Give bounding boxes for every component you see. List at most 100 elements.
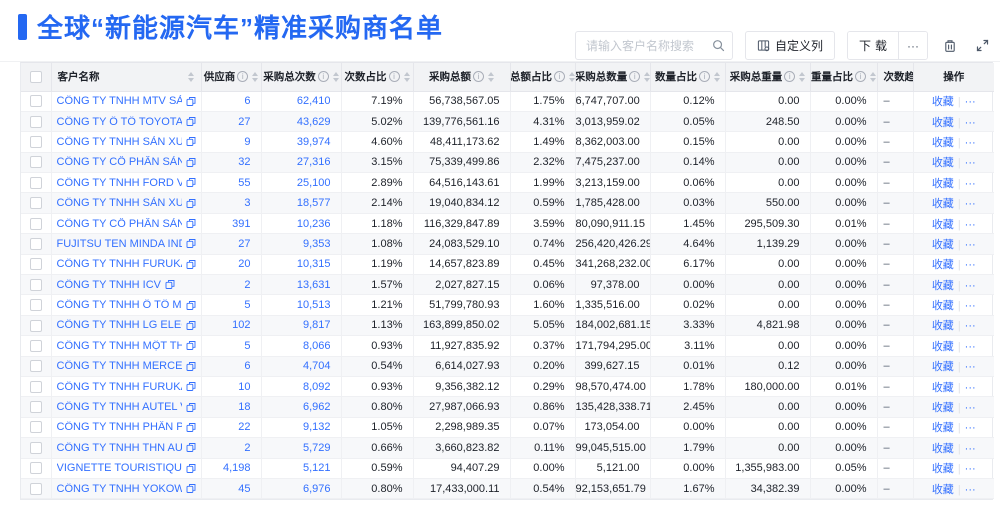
- row-more-button[interactable]: ···: [964, 218, 976, 231]
- customer-name-link[interactable]: CÔNG TY TNHH YOKOWO VIỆT...: [56, 482, 182, 495]
- copy-icon[interactable]: [186, 136, 196, 147]
- favorite-button[interactable]: 收藏: [931, 442, 954, 455]
- row-more-button[interactable]: ···: [964, 116, 976, 129]
- favorite-button[interactable]: 收藏: [931, 157, 954, 170]
- sort-icon[interactable]: [403, 71, 410, 82]
- total_count-cell[interactable]: 13,631: [261, 274, 342, 296]
- select-all-checkbox[interactable]: [29, 70, 42, 83]
- suppliers-cell[interactable]: 391: [201, 213, 262, 235]
- info-icon[interactable]: i: [699, 71, 710, 83]
- total_count-cell[interactable]: 8,092: [261, 376, 342, 398]
- suppliers-cell[interactable]: 45: [201, 478, 262, 500]
- trash-icon[interactable]: [940, 36, 960, 56]
- download-button[interactable]: 下载: [847, 32, 898, 59]
- row-more-button[interactable]: ···: [964, 340, 976, 353]
- customer-name-link[interactable]: CÔNG TY TNHH FURUKAWA A...: [56, 258, 182, 271]
- suppliers-cell[interactable]: 9: [201, 131, 262, 153]
- copy-icon[interactable]: [186, 259, 196, 270]
- total_count-cell[interactable]: 6,962: [261, 396, 342, 418]
- suppliers-cell[interactable]: 27: [201, 233, 262, 255]
- suppliers-cell[interactable]: 18: [201, 396, 262, 418]
- favorite-button[interactable]: 收藏: [931, 116, 954, 129]
- suppliers-cell[interactable]: 4,198: [201, 458, 262, 479]
- favorite-button[interactable]: 收藏: [931, 279, 954, 292]
- customer-name-link[interactable]: CÔNG TY CỔ PHẦN SẢN XUẤT...: [56, 217, 182, 230]
- column-header-total_qty[interactable]: 采购总数量 i: [575, 63, 651, 92]
- info-icon[interactable]: i: [317, 71, 329, 83]
- row-more-button[interactable]: ···: [964, 157, 976, 170]
- row-checkbox[interactable]: [29, 360, 42, 373]
- customer-name-link[interactable]: CÔNG TY TNHH MỘT THÀNH V...: [56, 339, 182, 352]
- suppliers-cell[interactable]: 20: [201, 254, 262, 276]
- favorite-button[interactable]: 收藏: [931, 463, 954, 476]
- customer-name-link[interactable]: CÔNG TY Ô TÔ TOYOTA VIỆT ...: [56, 115, 182, 128]
- row-more-button[interactable]: ···: [964, 96, 976, 109]
- row-checkbox[interactable]: [29, 299, 42, 312]
- total_count-cell[interactable]: 43,629: [261, 111, 342, 133]
- row-checkbox[interactable]: [29, 176, 42, 189]
- column-header-total_count[interactable]: 采购总次数 i: [261, 63, 342, 92]
- suppliers-cell[interactable]: 6: [201, 356, 262, 377]
- suppliers-cell[interactable]: 3: [201, 192, 262, 214]
- row-more-button[interactable]: ···: [964, 177, 976, 190]
- row-checkbox[interactable]: [29, 441, 42, 454]
- download-more-button[interactable]: ···: [898, 32, 927, 59]
- suppliers-cell[interactable]: 27: [201, 111, 262, 133]
- favorite-button[interactable]: 收藏: [931, 483, 954, 496]
- column-header-name[interactable]: 客户名称: [51, 63, 202, 92]
- copy-icon[interactable]: [186, 116, 196, 127]
- row-more-button[interactable]: ···: [964, 238, 976, 251]
- total_count-cell[interactable]: 18,577: [261, 192, 342, 214]
- copy-icon[interactable]: [186, 340, 196, 351]
- total_count-cell[interactable]: 9,353: [261, 233, 342, 255]
- copy-icon[interactable]: [186, 238, 196, 249]
- row-checkbox[interactable]: [29, 258, 42, 271]
- row-checkbox[interactable]: [29, 136, 42, 149]
- customer-name-link[interactable]: CÔNG TY TNHH AUTEL VIỆT N...: [56, 401, 182, 414]
- row-checkbox[interactable]: [29, 156, 42, 169]
- favorite-button[interactable]: 收藏: [931, 198, 954, 211]
- total_count-cell[interactable]: 25,100: [261, 172, 342, 194]
- sort-icon[interactable]: [644, 71, 649, 82]
- row-more-button[interactable]: ···: [964, 381, 976, 394]
- row-more-button[interactable]: ···: [964, 442, 976, 455]
- customer-name-link[interactable]: CÔNG TY TNHH LG ELECTRON...: [56, 319, 182, 332]
- suppliers-cell[interactable]: 32: [201, 152, 262, 174]
- copy-icon[interactable]: [186, 96, 196, 107]
- row-checkbox[interactable]: [29, 217, 42, 230]
- copy-icon[interactable]: [186, 218, 196, 229]
- copy-icon[interactable]: [186, 381, 196, 392]
- info-icon[interactable]: i: [855, 71, 866, 83]
- favorite-button[interactable]: 收藏: [931, 402, 954, 415]
- favorite-button[interactable]: 收藏: [931, 361, 954, 374]
- sort-icon[interactable]: [714, 71, 720, 82]
- suppliers-cell[interactable]: 10: [201, 376, 262, 398]
- column-header-total_amount[interactable]: 采购总额 i: [413, 63, 511, 92]
- row-more-button[interactable]: ···: [964, 320, 976, 333]
- row-checkbox[interactable]: [29, 197, 42, 210]
- copy-icon[interactable]: [186, 177, 196, 188]
- customer-name-link[interactable]: CÔNG TY TNHH FORD VIỆT NAM: [56, 176, 182, 189]
- suppliers-cell[interactable]: 6: [201, 91, 262, 112]
- custom-columns-button[interactable]: 自定义列: [744, 31, 835, 60]
- customer-name-link[interactable]: CÔNG TY TNHH Ô TÔ MITSUBI...: [56, 299, 182, 312]
- customer-name-link[interactable]: CÔNG TY TNHH MTV SẢN XUẤ...: [56, 95, 182, 108]
- customer-name-link[interactable]: CÔNG TY TNHH ICV: [56, 278, 162, 291]
- favorite-button[interactable]: 收藏: [931, 96, 954, 109]
- info-icon[interactable]: i: [784, 71, 796, 83]
- customer-name-link[interactable]: CÔNG TY TNHH FURUKAWA A...: [56, 380, 182, 393]
- info-icon[interactable]: i: [554, 71, 565, 83]
- row-more-button[interactable]: ···: [964, 300, 976, 313]
- suppliers-cell[interactable]: 5: [201, 335, 262, 357]
- customer-name-link[interactable]: FUJITSU TEN MINDA INDIA PVT...: [56, 237, 182, 250]
- sort-icon[interactable]: [187, 71, 194, 82]
- column-header-count_pct[interactable]: 次数占比 i: [341, 63, 414, 92]
- copy-icon[interactable]: [186, 402, 196, 413]
- suppliers-cell[interactable]: 2: [201, 274, 262, 296]
- customer-name-link[interactable]: CÔNG TY TNHH SẢN XUẤT VÀ ...: [56, 135, 182, 148]
- column-header-suppliers[interactable]: 供应商 i: [201, 63, 262, 92]
- total_count-cell[interactable]: 5,121: [261, 458, 342, 479]
- row-checkbox[interactable]: [29, 462, 42, 475]
- copy-icon[interactable]: [186, 157, 196, 168]
- total_count-cell[interactable]: 62,410: [261, 91, 342, 112]
